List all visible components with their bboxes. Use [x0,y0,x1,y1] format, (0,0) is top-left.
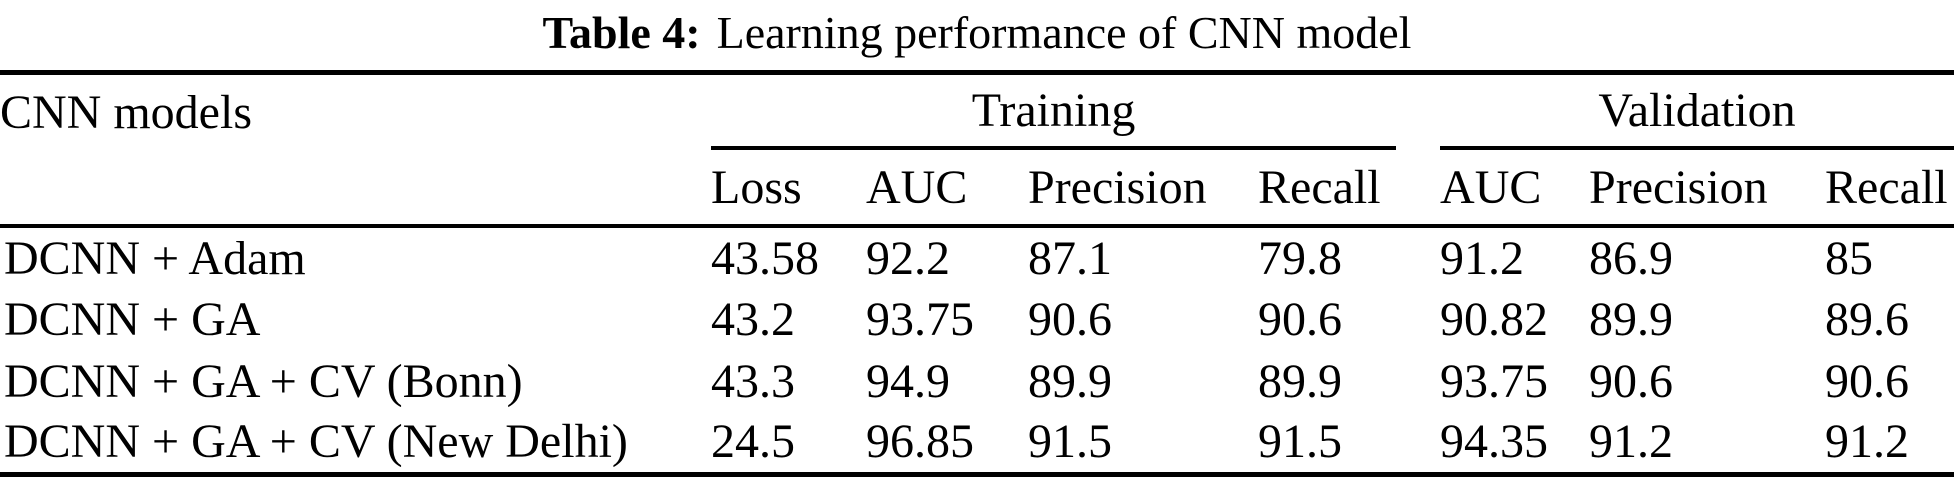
column-header-training-precision: Precision [1028,150,1258,228]
model-cell: DCNN + Adam [4,231,306,285]
value-cell: 91.5 [1028,412,1258,477]
model-cell: DCNN + GA [4,292,261,346]
group-header-validation-cell: Validation [1440,73,1954,150]
performance-table: CNN models Training Validation Loss AUC … [0,70,1954,477]
value-cell: 89.6 [1825,292,1910,346]
group-header-training-cell: Training [711,73,1440,150]
column-header-validation-recall: Recall [1825,150,1954,228]
value-cell: 89.9 [1589,292,1674,346]
value-cell: 87.1 [1028,231,1112,285]
value-cell: 79.8 [1258,231,1342,285]
value-cell: 91.2 [1825,412,1954,477]
column-header-validation-auc: AUC [1440,150,1590,228]
group-header-row: CNN models Training Validation [0,73,1954,150]
value-cell: 91.2 [1589,412,1826,477]
value-cell: 86.9 [1589,231,1674,285]
value-cell: 89.9 [1028,354,1112,408]
model-cell: DCNN + GA + CV (New Delhi) [0,412,711,477]
value-cell: 93.75 [1440,354,1549,408]
column-header-training-auc: AUC [866,150,1028,228]
sub-header-spacer [0,150,711,228]
column-header-training-loss: Loss [711,150,866,228]
value-cell: 92.2 [866,231,950,285]
column-header-cnn-models: CNN models [0,86,252,139]
validation-group-rule: Validation [1440,75,1954,150]
group-header-training: Training [971,84,1136,137]
column-header-validation-precision: Precision [1589,150,1826,228]
value-cell: 93.75 [866,292,974,346]
value-cell: 91.2 [1440,231,1525,285]
sub-header-row: Loss AUC Precision Recall AUC Precision … [0,150,1954,228]
value-cell: 43.3 [711,354,795,408]
model-cell: DCNN + GA + CV (Bonn) [4,354,523,408]
value-cell: 85 [1825,231,1874,285]
value-cell: 96.85 [866,412,1028,477]
value-cell: 90.6 [1028,292,1112,346]
value-cell: 90.6 [1825,354,1910,408]
table-caption-label: Table 4: [542,7,701,58]
table-caption: Table 4: Learning performance of CNN mode… [0,0,1954,70]
column-header-training-recall: Recall [1258,150,1441,228]
value-cell: 90.82 [1440,292,1549,346]
value-cell: 94.35 [1440,412,1590,477]
value-cell: 89.9 [1258,354,1342,408]
group-header-validation: Validation [1598,84,1796,137]
value-cell: 43.2 [711,292,795,346]
training-group-rule: Training [711,75,1397,150]
table-row: DCNN + Adam 43.58 92.2 87.1 79.8 91.2 86… [0,226,1954,288]
value-cell: 90.6 [1589,354,1674,408]
value-cell: 24.5 [711,412,866,477]
table-row: DCNN + GA 43.2 93.75 90.6 90.6 90.82 89.… [0,288,1954,350]
value-cell: 94.9 [866,354,950,408]
value-cell: 43.58 [711,231,819,285]
value-cell: 90.6 [1258,292,1342,346]
table-row: DCNN + GA + CV (New Delhi) 24.5 96.85 91… [0,412,1954,477]
table-caption-text: Learning performance of CNN model [716,7,1412,58]
table-row: DCNN + GA + CV (Bonn) 43.3 94.9 89.9 89.… [0,350,1954,412]
value-cell: 91.5 [1258,412,1441,477]
